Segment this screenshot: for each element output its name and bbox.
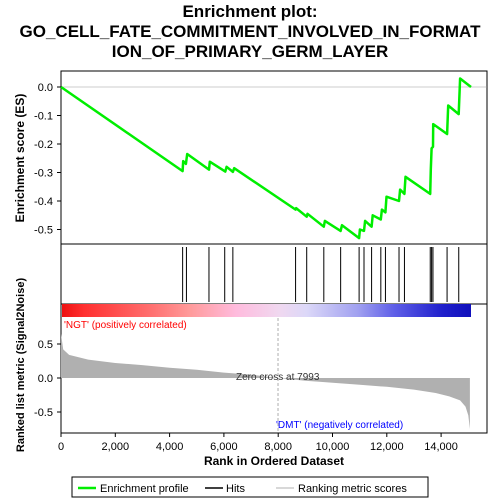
title-line-3: ION_OF_PRIMARY_GERM_LAYER bbox=[111, 42, 389, 61]
legend-metric-label: Ranking metric scores bbox=[298, 483, 407, 495]
legend-box bbox=[71, 476, 429, 498]
ranking-color-bar bbox=[62, 304, 471, 317]
es-y-tick-label: -0.5 bbox=[34, 225, 53, 237]
es-y-tick-label: -0.4 bbox=[34, 196, 53, 208]
metric-layer bbox=[61, 318, 470, 433]
hits-panel-frame bbox=[60, 243, 488, 305]
title-line-1: Enrichment plot: bbox=[182, 2, 318, 21]
enrichment-profile-line bbox=[60, 77, 472, 240]
x-tick-label: 2,000 bbox=[102, 441, 130, 453]
es-y-tick-label: -0.2 bbox=[34, 139, 53, 151]
neg-correlation-label: 'DMT' (negatively correlated) bbox=[276, 420, 403, 431]
es-y-tick-label: -0.1 bbox=[34, 111, 53, 123]
x-tick-label: 4,000 bbox=[156, 441, 184, 453]
es-y-tick-label: -0.3 bbox=[34, 168, 53, 180]
ranking-metric-area bbox=[61, 333, 470, 429]
metric-y-axis-label: Ranked list metric (Signal2Noise) bbox=[15, 278, 27, 453]
zero-cross-label: Zero cross at 7993 bbox=[236, 372, 320, 383]
x-tick-label: 6,000 bbox=[210, 441, 238, 453]
hits-layer bbox=[182, 247, 460, 302]
axis-layer: 0.0 -0.1 -0.2 -0.3 -0.4 -0.5 0.5 0.0 -0.5 0 2,000 4… bbox=[34, 82, 458, 453]
x-tick-label: 10,000 bbox=[316, 441, 350, 453]
chart-title: Enrichment plot: GO_CELL_FATE_COMMITMENT… bbox=[0, 2, 500, 62]
legend-hits-label: Hits bbox=[226, 483, 245, 495]
es-y-tick-label: 0.0 bbox=[38, 82, 53, 94]
metric-y-tick-label: 0.0 bbox=[38, 373, 53, 385]
metric-y-tick-label: 0.5 bbox=[38, 339, 53, 351]
es-layer bbox=[60, 77, 487, 240]
x-tick-label: 14,000 bbox=[424, 441, 458, 453]
x-tick-label: 8,000 bbox=[264, 441, 292, 453]
title-line-2: GO_CELL_FATE_COMMITMENT_INVOLVED_IN_FORM… bbox=[19, 22, 481, 41]
es-y-axis-label: Enrichment score (ES) bbox=[13, 94, 27, 223]
metric-y-tick-label: -0.5 bbox=[34, 407, 53, 419]
legend-enrichment-label: Enrichment profile bbox=[100, 483, 189, 495]
x-tick-label: 12,000 bbox=[370, 441, 404, 453]
pos-correlation-label: 'NGT' (positively correlated) bbox=[64, 320, 187, 331]
es-panel-frame bbox=[60, 70, 488, 245]
x-tick-label: 0 bbox=[58, 441, 64, 453]
x-axis-label: Rank in Ordered Dataset bbox=[204, 454, 344, 468]
